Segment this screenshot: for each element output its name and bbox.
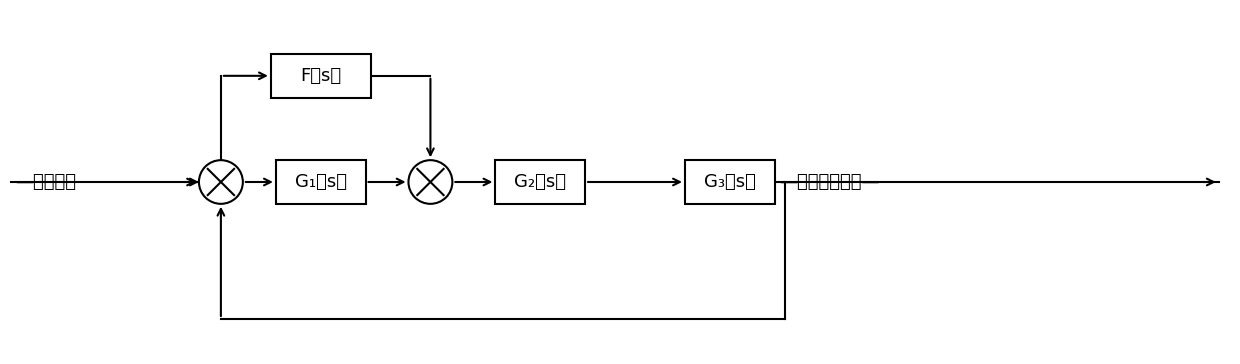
Circle shape [408,160,453,204]
Bar [270,54,371,98]
Text: —控制指令输出—: —控制指令输出— [779,173,879,191]
Text: —信息输入: —信息输入 [15,173,77,191]
Text: G₁（s）: G₁（s） [295,173,347,191]
Bar [495,160,585,204]
Bar [684,160,775,204]
Text: F（s）: F（s） [300,67,341,85]
Circle shape [198,160,243,204]
Text: G₃（s）: G₃（s） [704,173,755,191]
Text: G₂（s）: G₂（s） [515,173,567,191]
Bar [275,160,366,204]
